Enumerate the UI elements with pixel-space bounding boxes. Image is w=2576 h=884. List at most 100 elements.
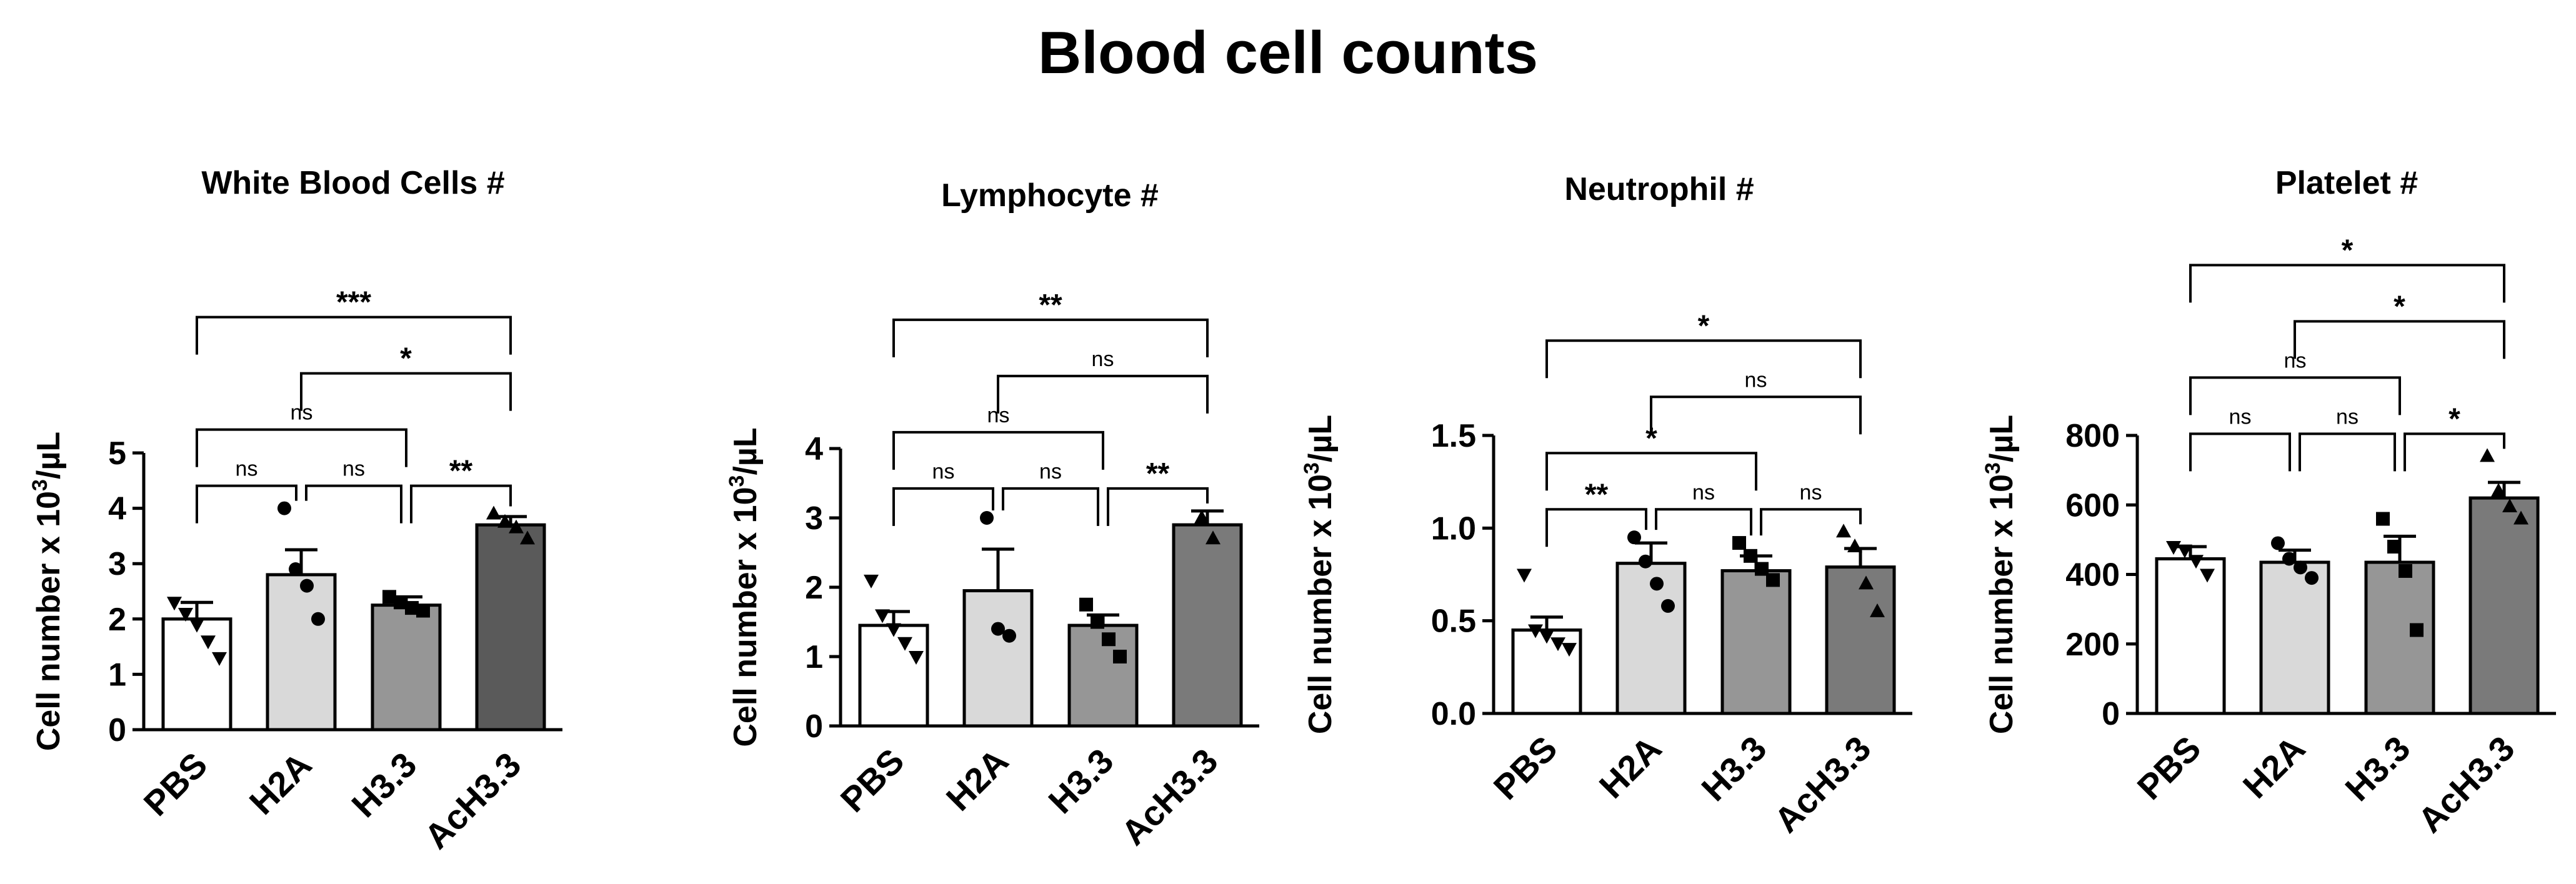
data-point — [2271, 536, 2285, 550]
significance-label: ns — [987, 404, 1010, 427]
significance-label: ns — [291, 401, 313, 425]
data-point — [2410, 623, 2424, 637]
significance-bracket — [1545, 508, 1647, 547]
bar — [161, 617, 232, 732]
data-point — [1847, 539, 1862, 552]
significance-label: * — [1645, 422, 1657, 455]
significance-bracket — [2189, 376, 2401, 415]
y-tick-label: 1.5 — [1431, 418, 1476, 454]
data-point — [2294, 560, 2307, 575]
panel-title: Platelet # — [2275, 165, 2418, 201]
significance-bracket — [1545, 339, 1862, 379]
data-point — [1002, 628, 1016, 643]
data-point — [991, 622, 1005, 636]
y-tick-label: 2 — [805, 570, 823, 606]
data-point — [2376, 512, 2390, 526]
x-category-label: H2A — [242, 745, 319, 822]
significance-label: ** — [1039, 289, 1062, 322]
significance-bracket — [892, 487, 994, 526]
data-point — [875, 609, 890, 623]
significance-label: * — [2394, 290, 2405, 323]
data-point — [2282, 552, 2296, 566]
bar — [1615, 562, 1687, 715]
y-tick-label: 400 — [2065, 557, 2120, 593]
bar — [1172, 523, 1243, 728]
y-tick-label: 0 — [805, 708, 823, 745]
data-point — [1206, 530, 1221, 545]
y-axis-label-main: Cell number x 10 — [727, 487, 764, 747]
significance-label: ** — [1585, 478, 1609, 511]
data-point — [1661, 598, 1675, 613]
x-category-label: AcH3.3 — [1767, 728, 1879, 840]
significance-bracket — [2299, 432, 2396, 472]
significance-label: ns — [1092, 347, 1114, 371]
data-point — [2166, 541, 2181, 555]
data-point — [886, 623, 901, 637]
data-point — [897, 637, 912, 651]
data-point — [1517, 569, 1532, 583]
y-axis-label-main: Cell number x 10 — [1302, 474, 1339, 734]
data-point — [1639, 554, 1652, 569]
data-point — [1562, 643, 1577, 657]
bar — [2155, 557, 2226, 715]
significance-label: ns — [236, 457, 258, 481]
data-point — [1836, 524, 1851, 538]
data-point — [1079, 597, 1093, 612]
y-tick-label: 1 — [108, 657, 126, 693]
data-point — [1550, 637, 1565, 652]
significance-bracket — [196, 315, 512, 355]
data-point — [1755, 562, 1769, 576]
significance-label: *** — [336, 286, 371, 319]
x-category-label: H2A — [2235, 728, 2313, 806]
data-point — [1744, 549, 1757, 563]
significance-bracket — [1002, 487, 1099, 526]
significance-label: * — [1698, 309, 1710, 342]
significance-bracket — [305, 484, 402, 524]
data-point — [2480, 448, 2495, 462]
bar — [1720, 569, 1792, 715]
y-axis-label-main: Cell number x 10 — [1984, 474, 2020, 734]
panel-title: Lymphocyte # — [941, 177, 1159, 214]
y-axis-label: Cell number x 103/µL — [28, 432, 67, 751]
data-point — [1870, 603, 1885, 617]
y-tick-label: 600 — [2065, 487, 2120, 524]
data-point — [2305, 571, 2319, 585]
significance-bracket — [2294, 320, 2505, 359]
chart-1: White Blood Cells #Cell number x 103/µL0… — [28, 165, 562, 857]
x-category-label: H2A — [939, 741, 1016, 818]
y-tick-label: 800 — [2065, 418, 2120, 454]
data-point — [2502, 499, 2517, 513]
data-point — [201, 635, 216, 650]
y-axis-label-unit: /µL — [31, 432, 67, 479]
data-point — [864, 574, 879, 589]
data-point — [405, 601, 419, 615]
y-tick-label: 0.5 — [1431, 603, 1476, 640]
bar — [2469, 496, 2540, 715]
y-tick-label: 4 — [805, 431, 823, 467]
y-tick-label: 0 — [2102, 696, 2120, 732]
data-point — [497, 514, 512, 528]
x-category-label: AcH3.3 — [1114, 741, 1226, 853]
significance-label: ns — [1039, 460, 1062, 484]
y-tick-label: 0.0 — [1431, 696, 1476, 732]
y-axis-label-sup: 3 — [725, 475, 749, 487]
x-category-label: PBS — [136, 745, 215, 823]
chart-3: Neutrophil # Cell number x 103/µL 0.0 0.5 1.… — [1300, 171, 1912, 840]
y-tick-label: 4 — [108, 491, 126, 527]
bar — [1825, 565, 1896, 715]
data-point — [212, 652, 227, 666]
significance-label: ns — [1692, 480, 1715, 504]
data-point — [1766, 573, 1780, 587]
data-point — [2200, 569, 2215, 583]
significance-bracket — [2404, 432, 2505, 472]
x-category-label: PBS — [833, 741, 912, 820]
significance-bracket — [300, 372, 512, 411]
y-tick-label: 3 — [805, 500, 823, 537]
significance-label: ns — [2336, 405, 2359, 429]
data-point — [300, 579, 314, 593]
chart-2: Lymphocyte #Cell number x 103/µL01234PBS… — [725, 177, 1259, 853]
significance-bracket — [196, 428, 407, 467]
data-point — [2177, 544, 2192, 559]
data-point — [277, 501, 291, 515]
panel-title: White Blood Cells # — [201, 165, 504, 201]
